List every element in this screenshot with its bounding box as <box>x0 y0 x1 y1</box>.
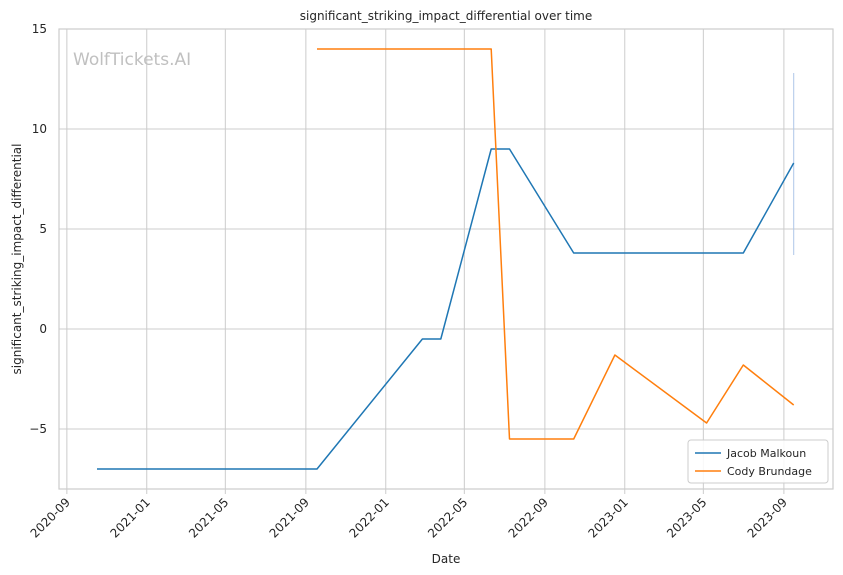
series-lines <box>97 48 795 470</box>
series-line-jacob-malkoun <box>97 148 795 470</box>
watermark: WolfTickets.AI <box>73 50 191 70</box>
legend-label-jacob-malkoun: Jacob Malkoun <box>726 447 806 460</box>
x-tick-labels: 2020-09 2021-01 2021-05 2021-09 2022-01 2022-… <box>28 495 790 540</box>
x-tick-label: 2020-09 <box>28 495 73 540</box>
x-tick-label: 2023-01 <box>586 495 631 540</box>
plot-border <box>58 28 834 490</box>
x-axis-title: Date <box>432 552 461 566</box>
legend-label-cody-brundage: Cody Brundage <box>727 465 812 478</box>
legend-box <box>687 439 829 484</box>
x-tick-label: 2021-09 <box>267 495 312 540</box>
x-tick-label: 2022-01 <box>347 495 392 540</box>
plot-frame <box>58 28 834 490</box>
y-tick-label: 10 <box>32 122 47 136</box>
x-tick-label: 2023-09 <box>745 495 790 540</box>
plot-background <box>59 29 833 489</box>
y-tick-label: 5 <box>39 222 47 236</box>
y-tick-label: 15 <box>32 22 47 36</box>
y-tick-labels: −5 0 5 10 15 <box>29 22 47 436</box>
x-tick-label: 2022-09 <box>506 495 551 540</box>
y-axis-title: significant_striking_impact_differential <box>10 144 24 375</box>
x-tick-label: 2022-05 <box>425 495 470 540</box>
legend: Jacob Malkoun Cody Brundage <box>687 439 829 484</box>
y-tick-label: 0 <box>39 322 47 336</box>
x-tick-label: 2021-01 <box>108 495 153 540</box>
y-tick-label: −5 <box>29 422 47 436</box>
chart-title: significant_striking_impact_differential… <box>300 9 592 23</box>
x-tick-label: 2023-05 <box>664 495 709 540</box>
series-line-cody-brundage <box>317 48 795 440</box>
x-tick-label: 2021-05 <box>186 495 231 540</box>
